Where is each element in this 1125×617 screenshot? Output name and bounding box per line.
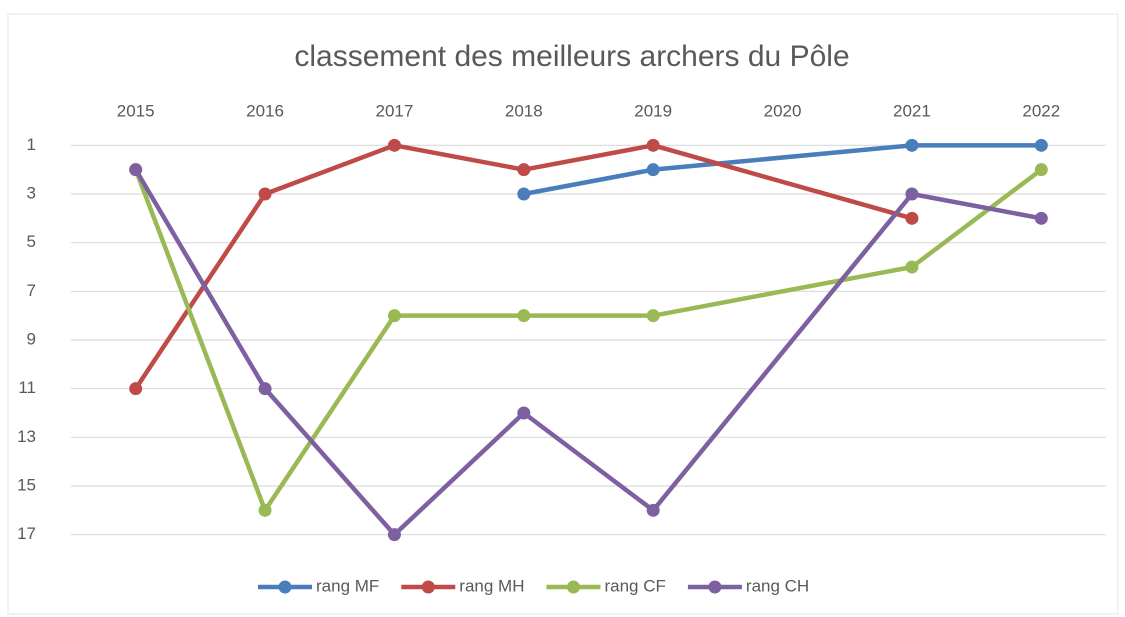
point — [646, 309, 660, 323]
x-tick-label: 2022 — [1022, 101, 1060, 120]
point — [1034, 138, 1048, 152]
point — [646, 503, 660, 517]
gap-connector — [652, 264, 913, 318]
legend-marker — [278, 580, 292, 594]
point — [258, 503, 272, 517]
x-tick-label: 2016 — [246, 101, 284, 120]
point — [1034, 163, 1048, 177]
y-tick-label: 9 — [27, 329, 36, 348]
legend-label: rang MF — [316, 576, 379, 595]
point — [905, 211, 919, 225]
legend-label: rang CF — [604, 576, 665, 595]
point — [258, 382, 272, 396]
point — [517, 309, 531, 323]
point — [129, 163, 143, 177]
point — [905, 187, 919, 201]
y-tick-label: 13 — [17, 427, 36, 446]
point — [258, 187, 272, 201]
y-tick-label: 15 — [17, 475, 36, 494]
point — [646, 138, 660, 152]
x-tick-label: 2017 — [376, 101, 414, 120]
y-tick-label: 1 — [27, 135, 36, 154]
point — [517, 163, 531, 177]
x-tick-label: 2020 — [764, 101, 802, 120]
point — [905, 138, 919, 152]
gap-connector — [651, 192, 914, 512]
gap-connector — [652, 143, 913, 221]
y-tick-label: 3 — [27, 183, 36, 202]
point — [517, 187, 531, 201]
legend-label: rang CH — [746, 576, 809, 595]
legend-marker — [421, 580, 435, 594]
y-tick-label: 11 — [18, 378, 36, 397]
point — [129, 382, 143, 396]
x-tick-label: 2019 — [634, 101, 672, 120]
point — [387, 528, 401, 542]
chart-title: classement des meilleurs archers du Pôle — [294, 40, 849, 73]
point — [387, 138, 401, 152]
y-tick-label: 5 — [27, 232, 36, 251]
x-tick-label: 2018 — [505, 101, 543, 120]
point — [646, 163, 660, 177]
point — [387, 309, 401, 323]
x-tick-label: 2015 — [117, 101, 155, 120]
gap-connector — [652, 143, 913, 172]
point — [905, 260, 919, 274]
point — [1034, 211, 1048, 225]
y-tick-label: 17 — [17, 524, 36, 543]
point — [517, 406, 531, 420]
y-tick-label: 7 — [27, 281, 36, 300]
series-line — [523, 167, 654, 197]
x-tick-label: 2021 — [893, 101, 931, 120]
series-line — [910, 167, 1043, 269]
legend-label: rang MH — [459, 576, 524, 595]
legend-marker — [708, 580, 722, 594]
legend-marker — [566, 580, 580, 594]
series-line — [911, 191, 1042, 221]
